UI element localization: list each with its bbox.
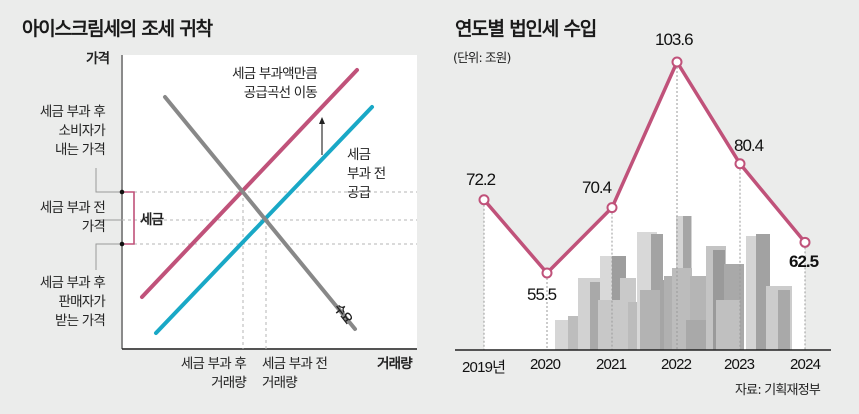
skyline-building (640, 290, 662, 350)
consumer-price-label: 세금 부과 후 소비자가 내는 가격 (39, 104, 106, 158)
value-label: 103.6 (655, 30, 694, 49)
value-label: 62.5 (789, 252, 819, 272)
post-tax-quantity-label: 세금 부과 후 거래량 (180, 356, 247, 391)
year-tick-label: 2021 (596, 356, 627, 373)
left-chart-title: 아이스크림세의 조세 귀착 (22, 18, 213, 40)
shift-annotation: 세금 부과액만큼 공급곡선 이동 (232, 66, 318, 101)
data-point-2022 (671, 56, 683, 68)
seller-price-connector (95, 243, 122, 270)
consumer-price-connector (95, 168, 122, 193)
shifted-supply-curve (140, 68, 359, 299)
revenue-line (482, 60, 807, 275)
year-tick-label: 2020 (530, 356, 561, 373)
tax-bracket-label: 세금 (140, 212, 164, 228)
source-note: 자료: 기획재정부 (735, 383, 821, 398)
price-axis-label: 가격 (86, 51, 110, 67)
demand-curve (163, 95, 357, 331)
year-tick-label: 2023 (724, 356, 755, 373)
tax-bracket (122, 191, 135, 245)
unit-label: (단위: 조원) (453, 50, 511, 65)
year-tick-label: 2024 (790, 356, 821, 373)
city-skyline-illustration (555, 216, 792, 350)
value-label: 55.5 (527, 285, 557, 305)
right-chart-title: 연도별 법인세 수입 (455, 18, 597, 40)
year-tick-label: 2019년 (462, 359, 506, 376)
skyline-building (716, 300, 740, 350)
value-label: 80.4 (734, 135, 764, 155)
seller-price-label: 세금 부과 후 판매자가 받는 가격 (39, 275, 106, 329)
pre-tax-quantity-label: 세금 부과 전 거래량 (262, 356, 328, 391)
value-label: 72.2 (466, 169, 496, 189)
pre-tax-price-label: 세금 부과 전 가격 (39, 200, 106, 235)
quantity-axis-label: 거래량 (377, 356, 413, 372)
consumer-price-dot (119, 189, 125, 195)
year-tick-label: 2022 (661, 356, 692, 373)
seller-price-dot (119, 241, 125, 247)
data-point-2019년 (478, 194, 490, 206)
data-point-2020 (541, 267, 553, 279)
data-point-2023 (734, 158, 746, 170)
original-supply-annotation: 세금 부과 전 공급 (347, 147, 386, 201)
shift-arrow-head (319, 117, 325, 124)
skyline-building (778, 290, 790, 350)
skyline-building (598, 300, 624, 350)
data-point-2024 (799, 236, 811, 248)
value-label: 70.4 (582, 177, 612, 197)
data-point-2021 (606, 202, 618, 214)
